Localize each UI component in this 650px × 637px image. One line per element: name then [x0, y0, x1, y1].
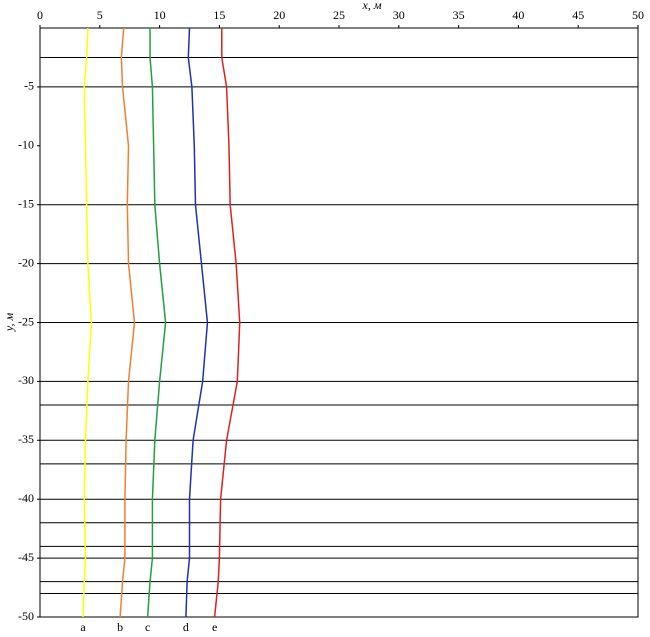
y-tick-label: -15	[18, 196, 34, 210]
x-tick-label: 20	[273, 8, 285, 22]
y-axis-label: y, м	[2, 313, 16, 333]
y-tick-label: -30	[18, 373, 34, 387]
y-tick-label: -35	[18, 432, 34, 446]
x-tick-label: 45	[572, 8, 584, 22]
series-label: b	[117, 620, 123, 634]
x-tick-label: 0	[37, 8, 43, 22]
curve	[146, 28, 167, 618]
x-tick-label: 30	[393, 8, 405, 22]
curve	[213, 28, 241, 618]
series-label: a	[80, 620, 86, 634]
y-tick-label: -40	[18, 491, 34, 505]
series-label: d	[183, 620, 189, 634]
x-tick-label: 10	[154, 8, 166, 22]
x-tick-label: 15	[213, 8, 225, 22]
y-tick-label: -50	[18, 609, 34, 623]
x-tick-label: 35	[453, 8, 465, 22]
y-tick-label: -25	[18, 314, 34, 328]
curve	[185, 27, 209, 618]
curve	[82, 27, 93, 618]
curve	[119, 27, 136, 618]
plot-frame	[39, 27, 639, 618]
y-tick-label: -45	[18, 550, 34, 564]
x-tick-label: 40	[512, 8, 524, 22]
y-tick-label: -5	[24, 79, 34, 93]
x-tick-label: 50	[632, 8, 644, 22]
x-axis-label: x, м	[362, 0, 382, 12]
series-label: c	[145, 620, 150, 634]
series-label: e	[212, 620, 217, 634]
y-tick-label: -20	[18, 255, 34, 269]
x-tick-label: 5	[97, 8, 103, 22]
y-tick-label: -10	[18, 138, 34, 152]
x-tick-label: 25	[333, 8, 345, 22]
